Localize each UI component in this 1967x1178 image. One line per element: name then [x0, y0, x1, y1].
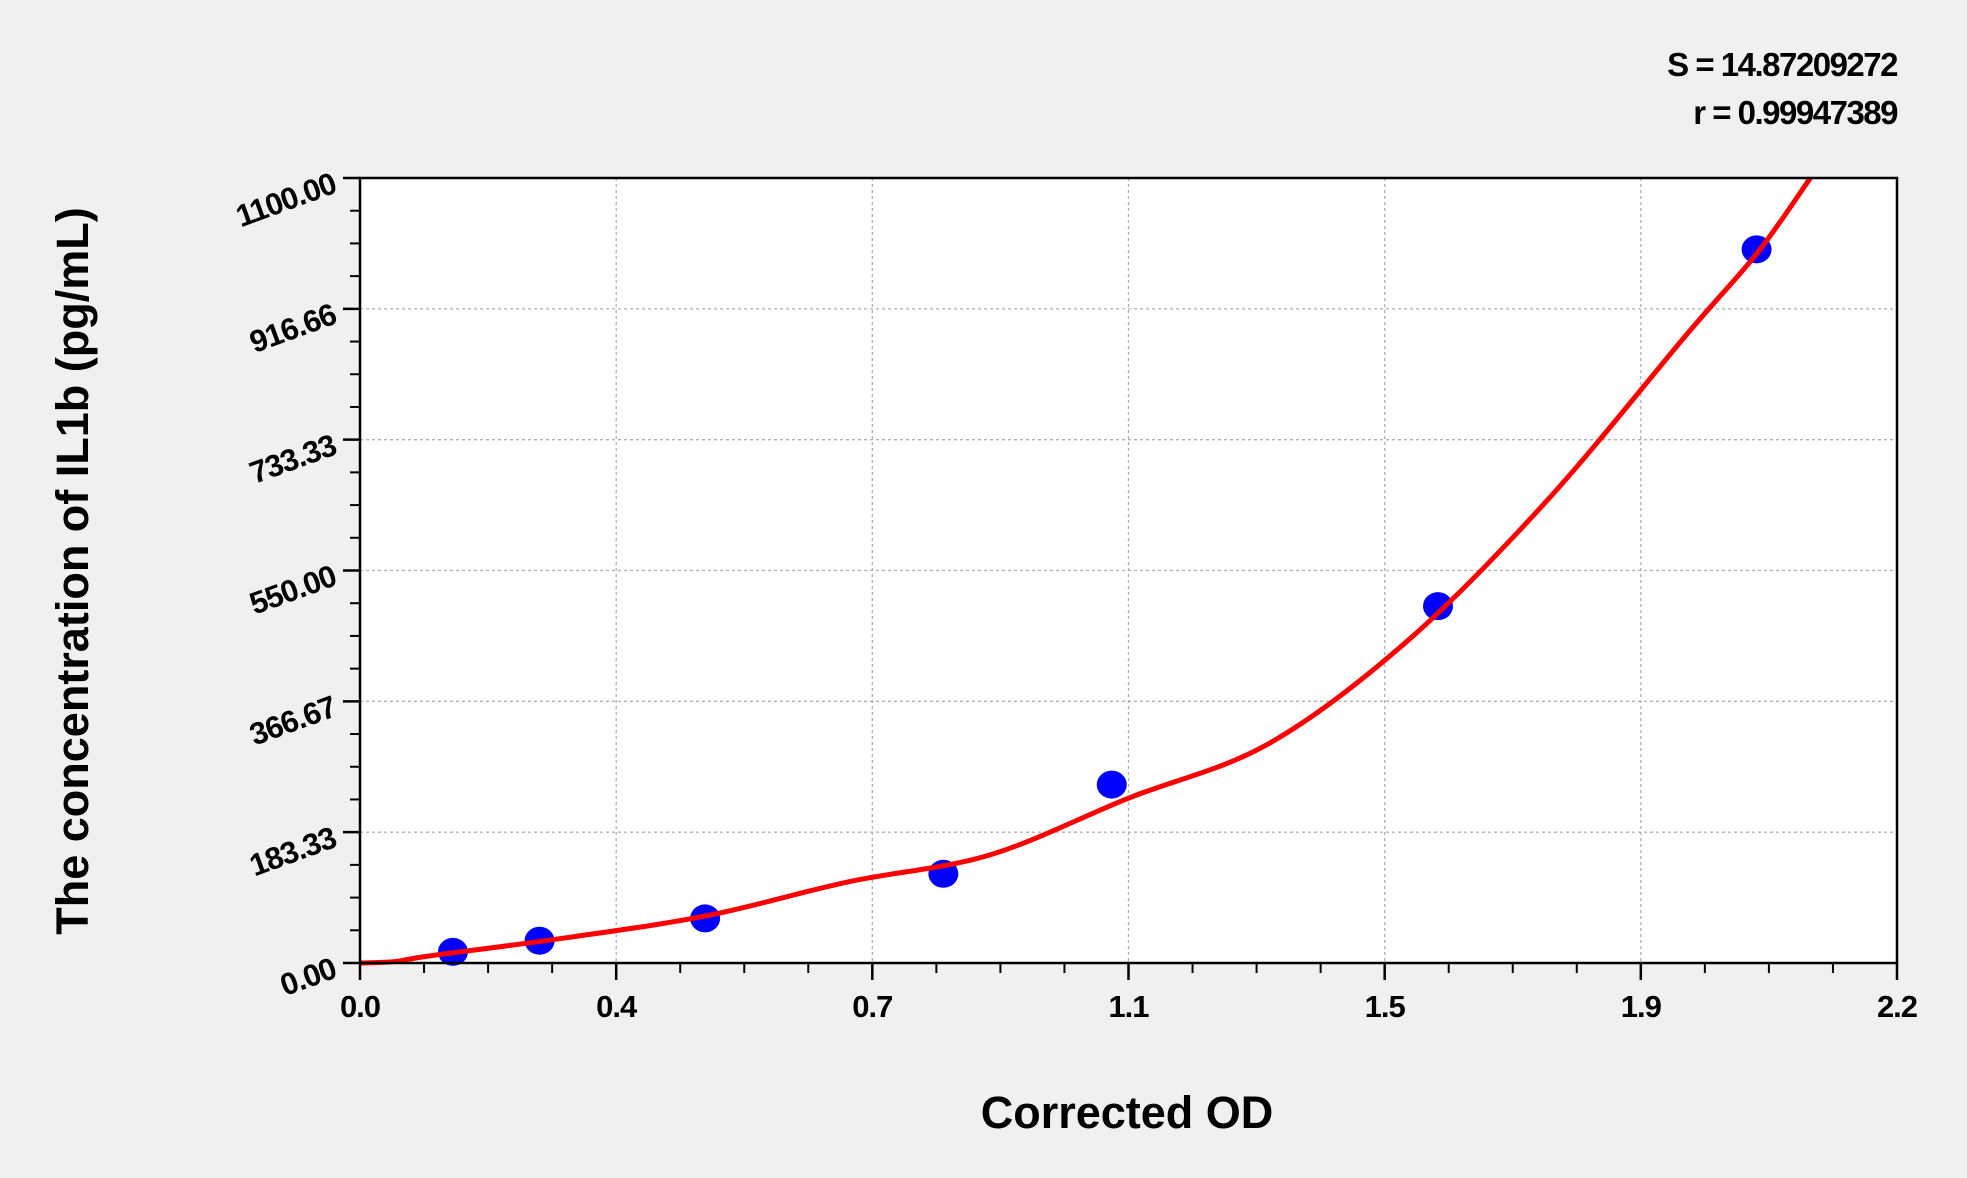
x-axis: 0.0 0.4 0.7 1.1 1.5 1.9 2.2 [340, 963, 1918, 1024]
x-axis-label: Corrected OD [981, 1087, 1274, 1138]
x-tick-label: 1.1 [1108, 989, 1149, 1024]
y-tick-label: 916.66 [245, 296, 341, 360]
x-tick-label: 2.2 [1877, 989, 1917, 1024]
data-point [1422, 592, 1453, 621]
data-point [1096, 770, 1127, 799]
fit-curve [359, 176, 1813, 966]
y-tick-label: 183.33 [245, 820, 341, 884]
fit-curve-group [359, 176, 1813, 966]
data-points [437, 235, 1772, 966]
y-axis: 0.00 183.33 366.67 550.00 733.33 916.66 1100.0… [231, 166, 360, 1003]
x-tick-label: 0.4 [596, 989, 638, 1024]
y-tick-label: 0.00 [275, 951, 340, 1003]
annotation-r: r = 0.99947389 [1693, 94, 1898, 131]
annotation-s: S = 14.87209272 [1667, 46, 1898, 83]
y-tick-label: 733.33 [245, 427, 341, 491]
x-tick-label: 0.0 [340, 989, 380, 1024]
x-tick-label: 1.5 [1365, 989, 1406, 1024]
y-tick-label: 1100.00 [231, 166, 340, 234]
y-tick-label: 550.00 [245, 558, 340, 621]
y-tick-label: 366.67 [245, 689, 340, 752]
grid [360, 178, 1897, 963]
y-axis-label: The concentration of IL1b (pg/mL) [47, 207, 98, 934]
x-tick-label: 0.7 [852, 989, 892, 1024]
x-tick-label: 1.9 [1621, 989, 1662, 1024]
